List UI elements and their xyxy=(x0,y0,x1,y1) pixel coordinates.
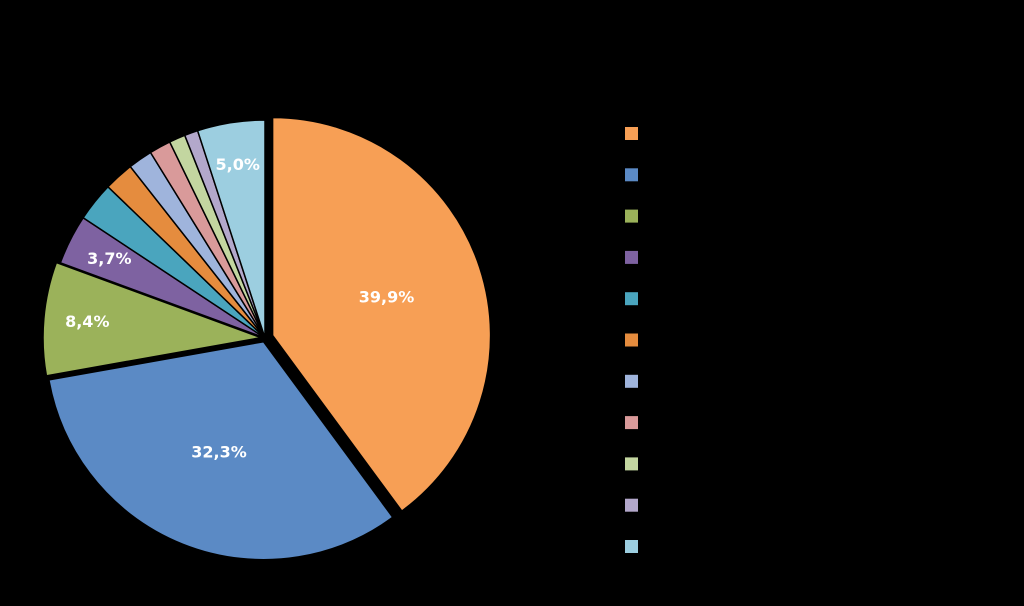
data-label: 3,7% xyxy=(87,249,131,268)
pie-slice xyxy=(42,261,264,377)
legend-swatch xyxy=(625,292,638,306)
legend-swatch xyxy=(625,168,638,182)
legend-swatch xyxy=(625,498,638,512)
legend-swatch xyxy=(625,540,638,553)
pie-slice xyxy=(48,340,394,561)
legend-swatch xyxy=(625,250,638,264)
data-label: 5,0% xyxy=(216,155,260,174)
legend-swatch xyxy=(625,374,638,388)
legend-swatch xyxy=(625,333,638,347)
legend-swatch xyxy=(625,127,638,140)
data-label: 39,9% xyxy=(359,288,415,307)
legend-swatch xyxy=(625,457,638,471)
pie-slice xyxy=(196,119,266,339)
legend-swatch xyxy=(625,416,638,430)
pie-slice xyxy=(271,116,492,513)
data-label: 32,3% xyxy=(191,443,247,462)
data-label: 8,4% xyxy=(65,312,109,331)
legend-swatch xyxy=(625,209,638,223)
